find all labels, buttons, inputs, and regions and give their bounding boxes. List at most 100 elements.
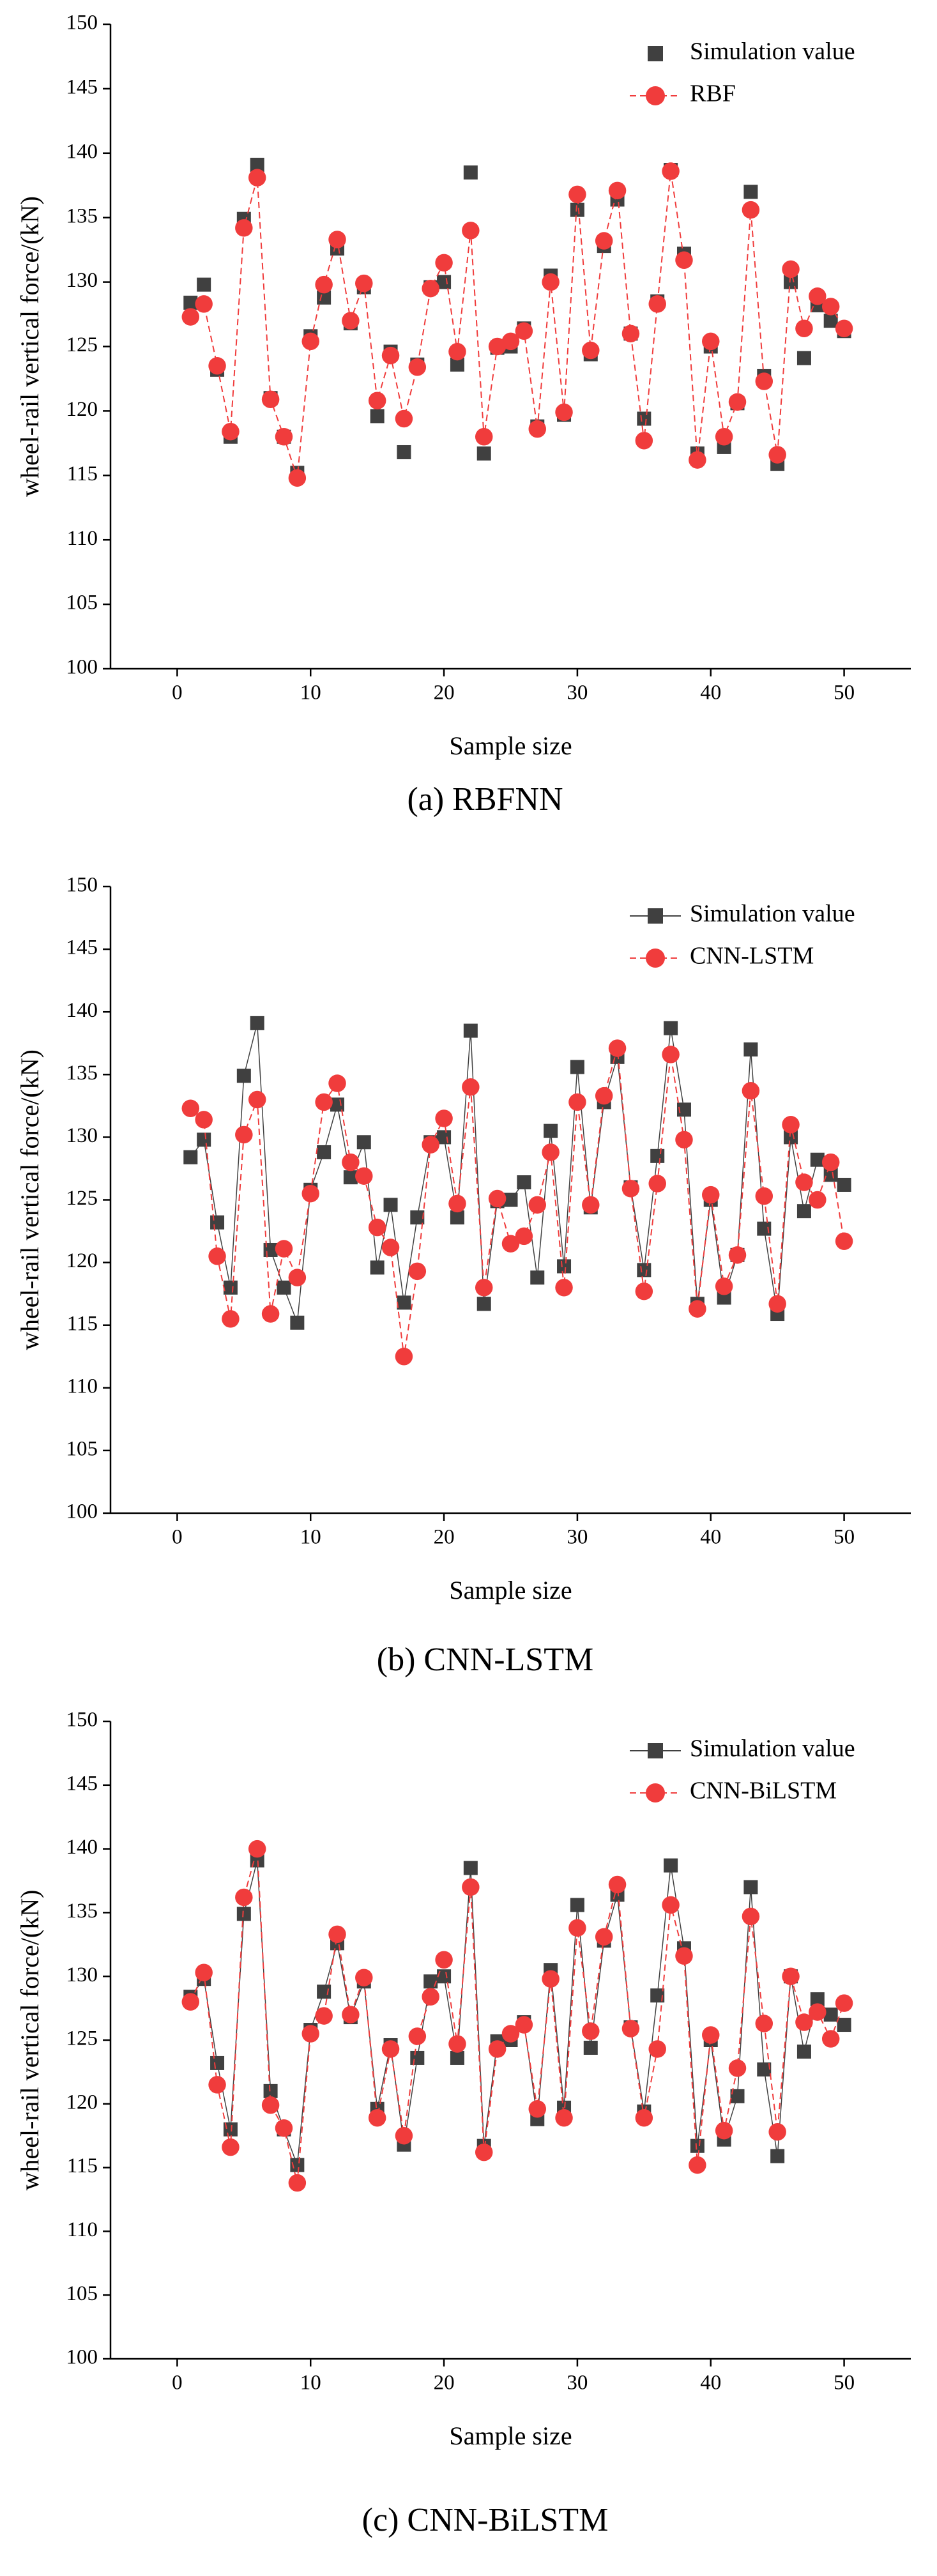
marker [715, 1277, 733, 1295]
marker [381, 1238, 400, 1256]
marker [810, 1152, 825, 1167]
marker [621, 1180, 640, 1198]
marker [315, 1093, 333, 1111]
marker [650, 1148, 665, 1163]
marker [662, 1896, 680, 1914]
y-tick-label: 105 [66, 591, 98, 614]
marker [757, 1221, 772, 1236]
y-tick-label: 110 [67, 2218, 98, 2241]
x-tick-label: 40 [700, 682, 721, 705]
y-tick-label: 150 [66, 11, 98, 34]
marker [317, 290, 331, 305]
marker [488, 337, 507, 356]
marker [342, 1153, 360, 1171]
marker [342, 312, 360, 330]
y-tick-label: 135 [66, 1900, 98, 1923]
marker [448, 342, 466, 361]
marker [197, 277, 211, 292]
y-tick-label: 145 [66, 75, 98, 98]
marker [222, 1310, 240, 1328]
y-tick-label: 105 [66, 2282, 98, 2305]
marker [181, 308, 200, 326]
x-tick-label: 40 [700, 1526, 721, 1549]
marker [210, 1215, 225, 1230]
marker [397, 445, 411, 459]
marker [689, 451, 706, 469]
marker [395, 2126, 413, 2145]
y-tick-label: 125 [66, 333, 98, 356]
marker [355, 1167, 373, 1185]
marker [675, 1131, 693, 1149]
marker [621, 2020, 640, 2038]
marker [768, 1295, 786, 1313]
marker [755, 1187, 773, 1205]
marker [544, 1124, 558, 1138]
marker [501, 1235, 520, 1253]
marker [450, 1210, 464, 1224]
marker [476, 1297, 491, 1311]
y-tick-label: 140 [66, 140, 98, 163]
marker [236, 1069, 251, 1083]
marker [395, 1348, 413, 1366]
marker [702, 1185, 720, 1204]
marker [475, 2143, 493, 2161]
marker [317, 1985, 331, 1999]
x-tick-label: 10 [300, 1526, 321, 1549]
marker [635, 2109, 653, 2127]
marker [437, 1969, 452, 1984]
marker [275, 2119, 293, 2137]
marker [183, 1150, 198, 1164]
marker [570, 202, 584, 217]
marker [462, 1878, 480, 1896]
marker [542, 273, 560, 291]
marker [410, 2050, 425, 2065]
marker [768, 446, 786, 464]
legend-marker [646, 1783, 665, 1802]
chart: 100 105 110 115 120 125 130 135 140 145 150 0 10 20 30… [15, 874, 911, 1678]
series-line [190, 1860, 845, 2165]
marker [408, 2027, 427, 2045]
y-tick-label: 105 [66, 1437, 98, 1460]
marker [208, 2076, 226, 2094]
marker [368, 2109, 386, 2127]
marker [768, 2123, 786, 2141]
x-axis-label: Sample size [449, 2421, 572, 2450]
marker [355, 1969, 373, 1986]
marker [835, 1232, 853, 1250]
marker [743, 185, 758, 199]
y-tick-label: 110 [67, 1375, 98, 1398]
chart: 100 105 110 115 120 125 130 135 140 145 150 0 10 20 30… [15, 1709, 911, 2538]
marker [582, 341, 600, 360]
marker [515, 2016, 533, 2034]
marker [715, 428, 733, 446]
y-tick-label: 115 [67, 2154, 98, 2177]
marker [475, 1279, 493, 1297]
marker [528, 1196, 547, 1214]
marker [555, 1279, 573, 1297]
y-tick-label: 130 [66, 1124, 98, 1147]
y-tick-label: 100 [66, 656, 98, 679]
marker [235, 1125, 253, 1144]
marker [488, 2040, 507, 2058]
marker [222, 2138, 240, 2156]
marker [248, 1090, 266, 1109]
marker [448, 2035, 466, 2053]
marker [501, 332, 520, 351]
marker [463, 1023, 478, 1038]
marker [450, 2050, 464, 2065]
marker [662, 1046, 680, 1063]
marker [635, 432, 653, 450]
marker [488, 1189, 507, 1208]
marker [290, 1315, 305, 1330]
marker [368, 392, 386, 410]
marker [462, 222, 480, 240]
marker [275, 428, 293, 446]
marker [463, 165, 478, 180]
y-axis-label: wheel-rail vertical force/(kN) [15, 1049, 44, 1350]
x-tick-label: 10 [300, 2372, 321, 2395]
marker [397, 1295, 411, 1310]
marker [796, 351, 811, 365]
marker [381, 346, 400, 365]
marker [742, 1082, 760, 1100]
